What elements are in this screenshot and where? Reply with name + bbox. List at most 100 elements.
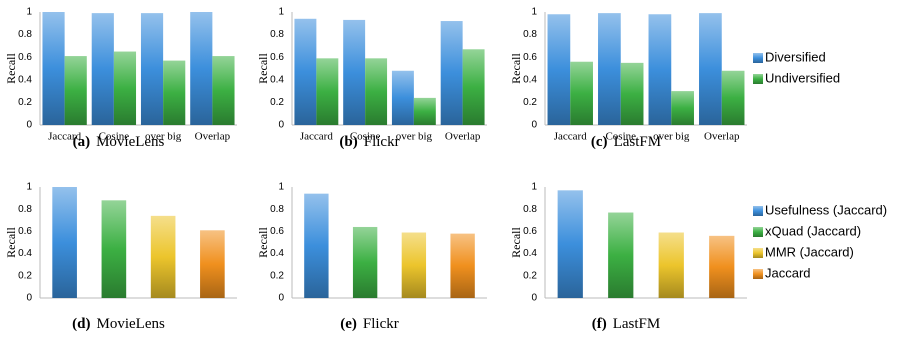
caption-name: LastFM [614,134,662,150]
legend-swatch [753,227,763,237]
x-tick-label: Cosine [350,131,381,143]
legend-swatch [753,74,763,84]
y-tick-label: 0.4 [18,248,32,259]
y-tick-label: 0.4 [270,248,284,259]
caption-name: LastFM [613,316,661,332]
bar [440,21,463,125]
caption: (c) LastFM [591,134,661,150]
legend-label: Usefulness (Jaccard) [765,202,887,217]
bar [570,61,593,125]
y-tick-label: 0 [26,120,32,131]
x-tick-label: Overlap [704,131,740,143]
caption-name: MovieLens [96,134,164,150]
y-tick-label: 1 [278,182,284,193]
bar [212,56,235,125]
bar [648,14,672,125]
bar [450,233,475,298]
bar [316,58,339,125]
legend-swatch [753,269,763,279]
y-axis-label: Recall [509,227,523,258]
y-tick-label: 0.8 [523,204,537,215]
legend-label: Undiversified [765,70,840,85]
bar [598,13,621,126]
bar [52,187,77,298]
y-tick-label: 0.2 [270,270,284,281]
bar [413,97,436,125]
x-tick-label: Jaccard [48,131,81,143]
bar [658,232,684,298]
caption-name: Flickr [363,316,399,332]
caption-label: (f) [592,316,607,332]
y-tick-label: 0.6 [270,226,284,237]
bar [401,232,427,298]
bar [64,56,87,125]
y-tick-label: 0.6 [523,52,537,63]
bar [547,14,571,125]
bar [140,13,164,126]
y-tick-label: 0.2 [18,270,32,281]
x-tick-label: Jaccard [554,131,587,143]
y-tick-label: 0.8 [523,29,537,40]
x-tick-label: over big [396,131,433,143]
legend-swatch [753,206,763,216]
x-tick-label: over big [653,131,690,143]
bar [91,13,114,126]
caption-name: MovieLens [97,316,165,332]
bar [620,62,644,125]
y-tick-label: 0.2 [523,270,537,281]
y-tick-label: 1 [278,7,284,18]
caption-name: Flickr [364,134,400,150]
y-tick-label: 0.2 [270,97,284,108]
y-tick-label: 0 [278,293,284,304]
bar [671,91,694,125]
bar [42,12,65,125]
legend-label: Diversified [765,49,826,64]
y-tick-label: 0.4 [18,74,32,85]
x-tick-label: over big [145,131,182,143]
y-axis-label: Recall [509,53,523,84]
y-tick-label: 0 [278,120,284,131]
legend-swatch [753,248,763,258]
bar [190,12,213,125]
bar [557,190,583,298]
bar [721,70,745,125]
y-tick-label: 0.2 [523,97,537,108]
y-tick-label: 0.6 [523,226,537,237]
bar [365,58,388,125]
y-tick-label: 0.8 [270,29,284,40]
bar [462,49,485,125]
y-tick-label: 1 [531,7,537,18]
y-tick-label: 0.4 [270,74,284,85]
legend-label: xQuad (Jaccard) [765,223,861,238]
caption: (f) LastFM [592,316,661,332]
y-axis-label: Recall [256,227,270,258]
legend-label: Jaccard [765,265,811,280]
bar [150,215,176,298]
bar [352,226,378,298]
y-tick-label: 0.4 [523,248,537,259]
bar [709,235,735,298]
x-tick-label: Jaccard [300,131,333,143]
y-tick-label: 0.8 [270,204,284,215]
bar [343,19,366,125]
y-tick-label: 0 [531,120,537,131]
bar [304,193,329,298]
caption: (e) Flickr [340,316,399,332]
y-tick-label: 0 [531,293,537,304]
bar [200,230,225,298]
y-tick-label: 0.4 [523,74,537,85]
bar [113,51,137,125]
y-tick-label: 1 [26,7,32,18]
caption-label: (d) [72,316,90,332]
legend-label: MMR (Jaccard) [765,244,854,259]
bar [699,13,722,126]
legend-swatch [753,53,763,63]
y-axis-label: Recall [4,53,18,84]
x-tick-label: Cosine [605,131,636,143]
y-tick-label: 0.6 [270,52,284,63]
x-tick-label: Overlap [195,131,231,143]
caption: (d) MovieLens [72,316,165,332]
bar [101,200,127,298]
y-tick-label: 1 [531,182,537,193]
